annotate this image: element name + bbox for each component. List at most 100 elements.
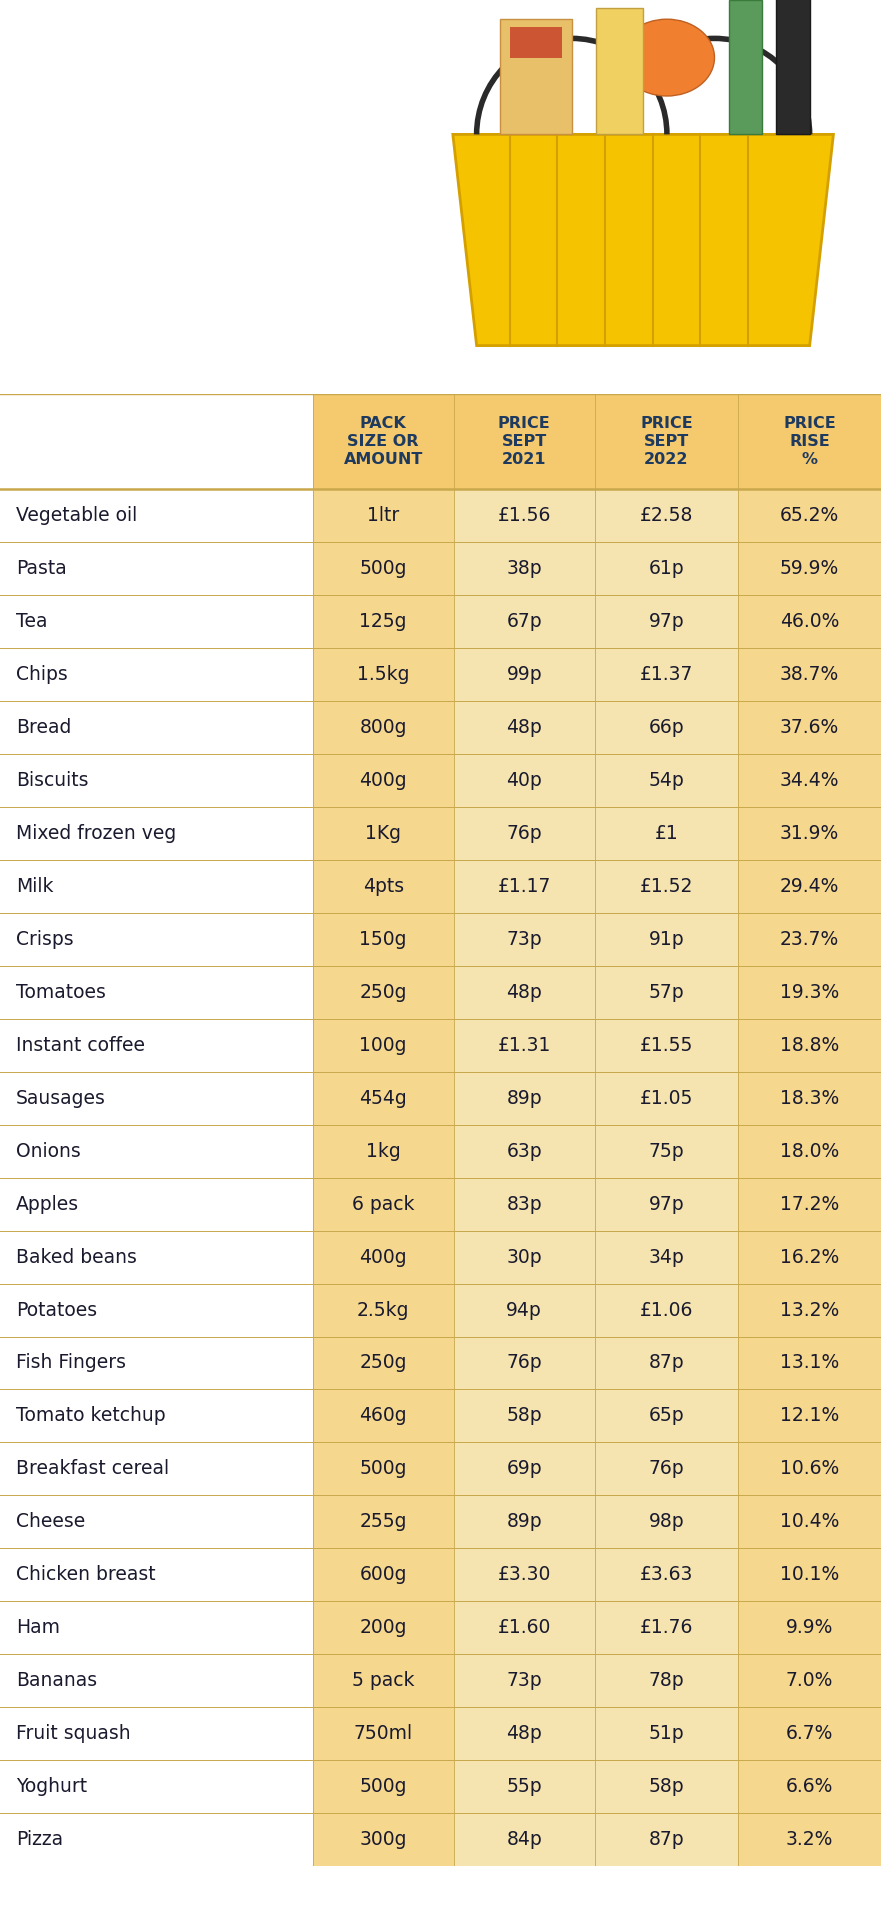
Text: £1: £1: [655, 824, 678, 843]
Bar: [738, 912, 881, 966]
Text: 23.7%: 23.7%: [780, 929, 840, 948]
Bar: [454, 806, 595, 860]
Text: PACK
SIZE OR
AMOUNT: PACK SIZE OR AMOUNT: [344, 417, 423, 467]
Text: Chicken breast: Chicken breast: [16, 1565, 155, 1584]
Bar: [313, 1548, 454, 1601]
Text: 5 pack: 5 pack: [352, 1670, 414, 1690]
Text: 58p: 58p: [648, 1778, 685, 1797]
Bar: [454, 1336, 595, 1390]
Bar: [738, 1761, 881, 1812]
Bar: [313, 1496, 454, 1548]
Text: 54p: 54p: [648, 770, 685, 789]
Text: 73p: 73p: [507, 1670, 542, 1690]
Bar: [0, 701, 313, 755]
Text: 89p: 89p: [507, 1089, 542, 1108]
Polygon shape: [776, 0, 810, 134]
Bar: [0, 1496, 313, 1548]
Polygon shape: [729, 0, 762, 134]
Bar: [738, 1601, 881, 1655]
Bar: [595, 1442, 738, 1496]
Bar: [595, 912, 738, 966]
Bar: [595, 1496, 738, 1548]
Text: 2.5kg: 2.5kg: [357, 1300, 410, 1319]
Text: 48p: 48p: [507, 983, 542, 1002]
Text: 750ml: 750ml: [353, 1724, 413, 1743]
Bar: [0, 595, 313, 647]
Text: £1.76: £1.76: [640, 1619, 693, 1638]
Bar: [454, 1177, 595, 1231]
Bar: [454, 541, 595, 595]
Text: 58p: 58p: [507, 1407, 542, 1425]
Bar: [0, 1231, 313, 1284]
Text: Source: Office for National Statistics: Source: Office for National Statistics: [22, 1884, 348, 1903]
Text: Fruit squash: Fruit squash: [16, 1724, 130, 1743]
Text: £1.52: £1.52: [640, 877, 693, 897]
Bar: [738, 701, 881, 755]
Bar: [454, 1707, 595, 1761]
Text: 400g: 400g: [359, 770, 407, 789]
Text: 13.2%: 13.2%: [780, 1300, 840, 1319]
Bar: [0, 541, 313, 595]
Bar: [595, 1071, 738, 1125]
Text: Biscuits: Biscuits: [16, 770, 88, 789]
Bar: [595, 966, 738, 1020]
Bar: [595, 1231, 738, 1284]
Bar: [595, 701, 738, 755]
Text: 78p: 78p: [648, 1670, 685, 1690]
Text: 13.1%: 13.1%: [780, 1354, 840, 1373]
Bar: [454, 490, 595, 541]
Text: 16.2%: 16.2%: [780, 1248, 840, 1267]
Bar: [738, 647, 881, 701]
Text: 500g: 500g: [359, 1778, 407, 1797]
Text: 37.6%: 37.6%: [780, 718, 840, 737]
Bar: [595, 1812, 738, 1866]
Text: 51p: 51p: [648, 1724, 685, 1743]
Polygon shape: [510, 27, 562, 58]
Text: Bread: Bread: [16, 718, 71, 737]
Text: 150g: 150g: [359, 929, 407, 948]
Bar: [738, 1496, 881, 1548]
Bar: [738, 1812, 881, 1866]
Text: 76p: 76p: [648, 1459, 685, 1478]
Bar: [313, 1390, 454, 1442]
Bar: [595, 490, 738, 541]
Bar: [738, 1125, 881, 1177]
Text: Pizza: Pizza: [16, 1830, 63, 1849]
Text: PRICE
SEPT
2021: PRICE SEPT 2021: [498, 417, 551, 467]
Text: 250g: 250g: [359, 1354, 407, 1373]
Bar: [738, 1707, 881, 1761]
Bar: [595, 1761, 738, 1812]
Text: £3.30: £3.30: [498, 1565, 551, 1584]
Bar: [313, 595, 454, 647]
Text: 83p: 83p: [507, 1194, 542, 1213]
Bar: [0, 1761, 313, 1812]
Text: 19.3%: 19.3%: [780, 983, 840, 1002]
Bar: [595, 1707, 738, 1761]
Text: prices from one year ago: prices from one year ago: [26, 338, 438, 367]
Text: 6 pack: 6 pack: [352, 1194, 414, 1213]
Bar: [595, 1390, 738, 1442]
Bar: [313, 966, 454, 1020]
Text: 66p: 66p: [648, 718, 685, 737]
Polygon shape: [596, 8, 643, 134]
Text: 87p: 87p: [648, 1830, 685, 1849]
Text: 600g: 600g: [359, 1565, 407, 1584]
Text: 63p: 63p: [507, 1142, 542, 1160]
Text: 59.9%: 59.9%: [780, 559, 840, 578]
Bar: [738, 806, 881, 860]
Text: Mixed frozen veg: Mixed frozen veg: [16, 824, 176, 843]
Bar: [0, 1707, 313, 1761]
Circle shape: [619, 19, 714, 96]
Bar: [595, 1125, 738, 1177]
Bar: [0, 1336, 313, 1390]
Text: Yoghurt: Yoghurt: [16, 1778, 87, 1797]
Text: cost of your: cost of your: [26, 119, 549, 196]
Bar: [738, 1442, 881, 1496]
Bar: [738, 1177, 881, 1231]
Text: 30p: 30p: [507, 1248, 542, 1267]
Text: Tomatoes: Tomatoes: [16, 983, 106, 1002]
Text: 18.8%: 18.8%: [780, 1035, 840, 1054]
Text: Apples: Apples: [16, 1194, 79, 1213]
Bar: [0, 1601, 313, 1655]
Bar: [313, 1177, 454, 1231]
